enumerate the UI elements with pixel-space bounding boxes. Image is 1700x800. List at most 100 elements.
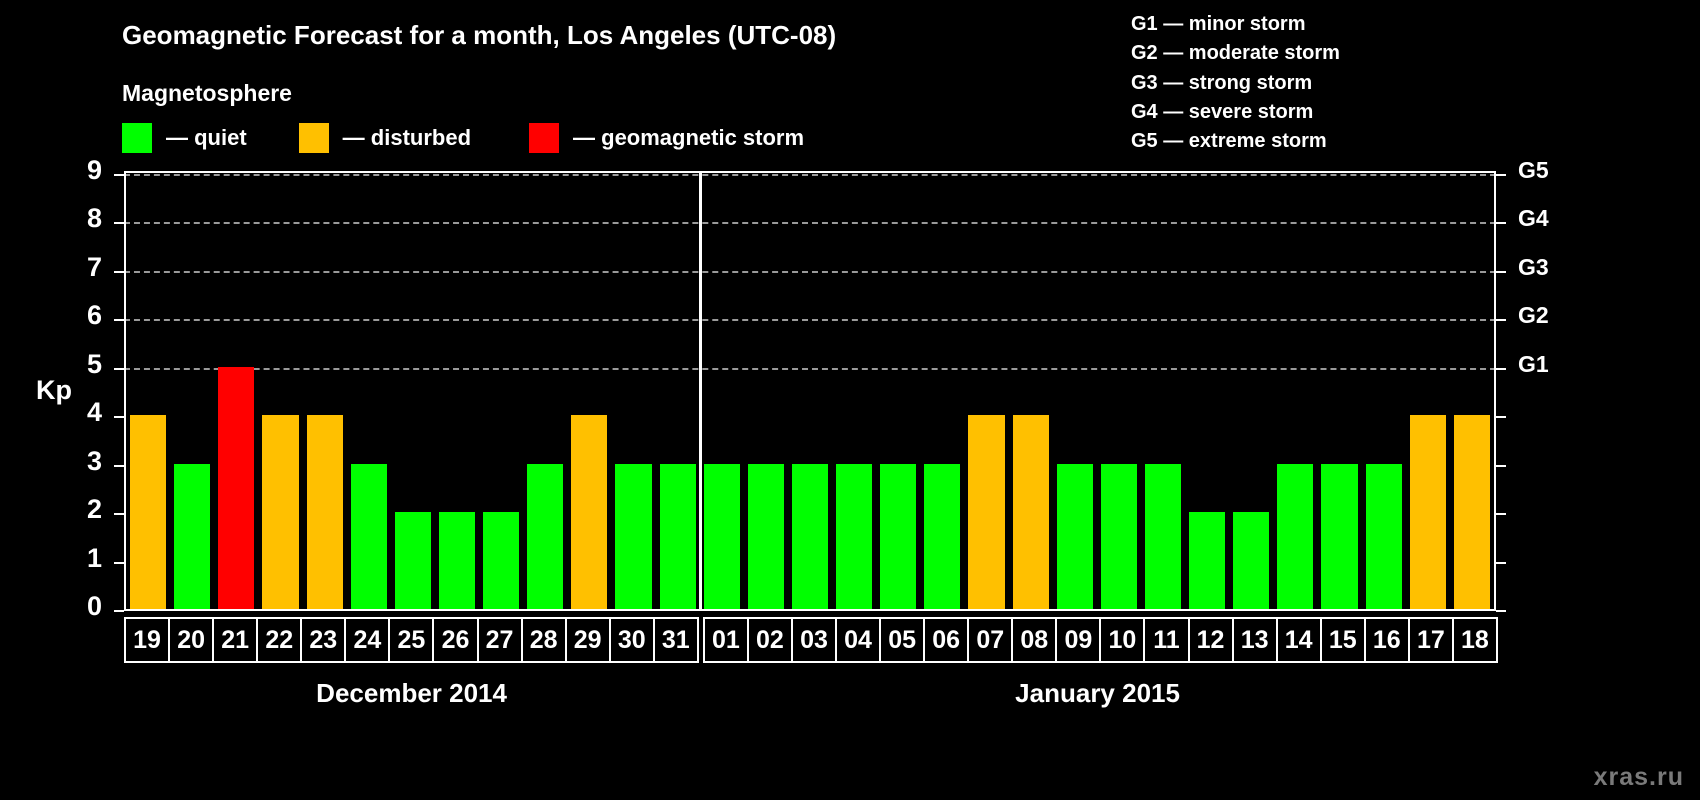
bar-cell-04[interactable] (832, 173, 876, 609)
bar-cell-03[interactable] (788, 173, 832, 609)
day-label-january-14[interactable]: 14 (1275, 617, 1322, 663)
bar-january-11[interactable] (1144, 463, 1181, 609)
legend-item-label: — quiet (166, 125, 247, 150)
bar-cell-08[interactable] (1009, 173, 1053, 609)
bar-december-29[interactable] (571, 415, 608, 609)
bar-january-07[interactable] (968, 415, 1005, 609)
day-label-december-30[interactable]: 30 (608, 617, 655, 663)
day-label-january-16[interactable]: 16 (1363, 617, 1410, 663)
bar-cell-13[interactable] (1229, 173, 1273, 609)
bar-january-02[interactable] (747, 463, 784, 609)
legend-item-1: — quiet (122, 123, 247, 153)
day-label-december-31[interactable]: 31 (652, 617, 699, 663)
bar-january-18[interactable] (1453, 415, 1490, 609)
bar-cell-16[interactable] (1362, 173, 1406, 609)
bar-december-24[interactable] (350, 463, 387, 609)
bar-cell-01[interactable] (700, 173, 744, 609)
color-legend: — quiet — disturbed — geomagnetic storm (122, 123, 804, 153)
bar-january-14[interactable] (1277, 463, 1314, 609)
bar-cell-31[interactable] (656, 173, 700, 609)
bar-cell-21[interactable] (214, 173, 258, 609)
day-label-december-22[interactable]: 22 (256, 617, 303, 663)
bar-december-25[interactable] (394, 512, 431, 609)
bar-cell-25[interactable] (391, 173, 435, 609)
y-tick-label-8: 8 (86, 203, 102, 234)
bar-december-19[interactable] (130, 415, 167, 609)
day-label-december-20[interactable]: 20 (168, 617, 215, 663)
bar-january-04[interactable] (836, 463, 873, 609)
bar-december-20[interactable] (174, 463, 211, 609)
day-label-december-19[interactable]: 19 (124, 617, 171, 663)
bar-cell-06[interactable] (920, 173, 964, 609)
bar-january-16[interactable] (1365, 463, 1402, 609)
day-label-december-23[interactable]: 23 (300, 617, 347, 663)
day-label-december-21[interactable]: 21 (212, 617, 259, 663)
bar-cell-19[interactable] (126, 173, 170, 609)
bar-january-05[interactable] (880, 463, 917, 609)
day-label-january-17[interactable]: 17 (1407, 617, 1454, 663)
plot-bottom-border (124, 609, 1496, 611)
bar-january-12[interactable] (1189, 512, 1226, 609)
bar-january-15[interactable] (1321, 463, 1358, 609)
bar-cell-18[interactable] (1450, 173, 1494, 609)
bar-cell-09[interactable] (1053, 173, 1097, 609)
bar-december-26[interactable] (438, 512, 475, 609)
day-label-january-09[interactable]: 09 (1055, 617, 1102, 663)
day-label-january-01[interactable]: 01 (702, 617, 749, 663)
day-label-january-18[interactable]: 18 (1451, 617, 1498, 663)
bar-cell-20[interactable] (170, 173, 214, 609)
day-label-december-29[interactable]: 29 (564, 617, 611, 663)
day-label-january-04[interactable]: 04 (835, 617, 882, 663)
day-label-january-05[interactable]: 05 (879, 617, 926, 663)
bar-cell-10[interactable] (1097, 173, 1141, 609)
bar-cell-07[interactable] (964, 173, 1008, 609)
bar-cell-23[interactable] (303, 173, 347, 609)
day-label-december-26[interactable]: 26 (432, 617, 479, 663)
bar-cell-22[interactable] (258, 173, 302, 609)
day-label-january-15[interactable]: 15 (1319, 617, 1366, 663)
day-label-january-02[interactable]: 02 (746, 617, 793, 663)
bar-december-31[interactable] (659, 463, 696, 609)
g-tick-label-G2: G2 (1518, 302, 1549, 329)
bar-cell-15[interactable] (1317, 173, 1361, 609)
day-label-december-28[interactable]: 28 (520, 617, 567, 663)
day-label-december-24[interactable]: 24 (344, 617, 391, 663)
bar-cell-30[interactable] (611, 173, 655, 609)
day-label-january-03[interactable]: 03 (790, 617, 837, 663)
bar-december-21[interactable] (218, 366, 255, 609)
bar-cell-02[interactable] (744, 173, 788, 609)
bar-cell-26[interactable] (435, 173, 479, 609)
bar-cell-28[interactable] (523, 173, 567, 609)
day-label-january-11[interactable]: 11 (1143, 617, 1190, 663)
bar-cell-27[interactable] (479, 173, 523, 609)
day-label-january-06[interactable]: 06 (923, 617, 970, 663)
bar-december-27[interactable] (483, 512, 520, 609)
bar-december-30[interactable] (615, 463, 652, 609)
bar-cell-05[interactable] (876, 173, 920, 609)
day-label-december-27[interactable]: 27 (476, 617, 523, 663)
bar-cell-29[interactable] (567, 173, 611, 609)
bar-january-06[interactable] (924, 463, 961, 609)
day-label-january-12[interactable]: 12 (1187, 617, 1234, 663)
bar-december-23[interactable] (306, 415, 343, 609)
bar-december-22[interactable] (262, 415, 299, 609)
bar-january-10[interactable] (1100, 463, 1137, 609)
bar-cell-14[interactable] (1273, 173, 1317, 609)
bar-january-13[interactable] (1233, 512, 1270, 609)
bar-january-03[interactable] (791, 463, 828, 609)
bar-january-17[interactable] (1409, 415, 1446, 609)
bar-cell-12[interactable] (1185, 173, 1229, 609)
y-tick-4 (114, 416, 124, 419)
bar-cell-11[interactable] (1141, 173, 1185, 609)
day-label-january-10[interactable]: 10 (1099, 617, 1146, 663)
bar-cell-24[interactable] (347, 173, 391, 609)
day-label-january-13[interactable]: 13 (1231, 617, 1278, 663)
day-label-january-07[interactable]: 07 (967, 617, 1014, 663)
bar-january-09[interactable] (1056, 463, 1093, 609)
day-label-december-25[interactable]: 25 (388, 617, 435, 663)
bar-january-08[interactable] (1012, 415, 1049, 609)
bar-january-01[interactable] (703, 463, 740, 609)
day-label-january-08[interactable]: 08 (1011, 617, 1058, 663)
bar-december-28[interactable] (527, 463, 564, 609)
bar-cell-17[interactable] (1406, 173, 1450, 609)
